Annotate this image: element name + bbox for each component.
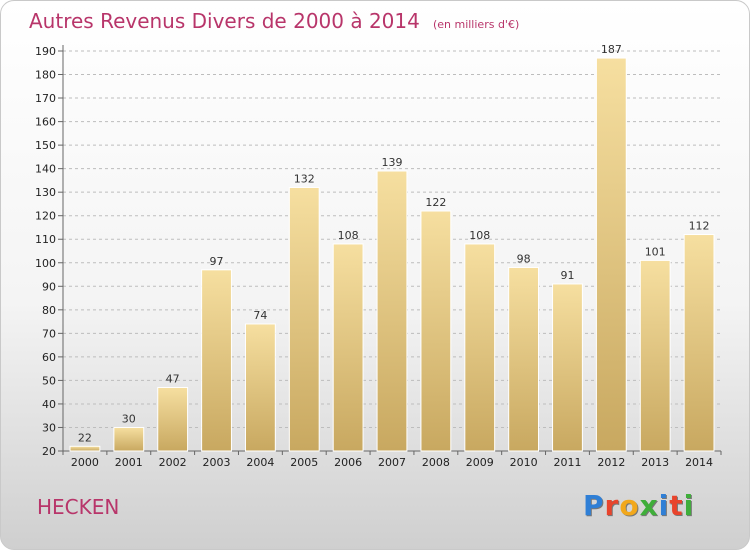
y-tick-label: 50 <box>42 374 56 387</box>
chart-title: Autres Revenus Divers de 2000 à 2014 <box>29 9 420 33</box>
bars <box>69 57 715 452</box>
axes: 20 30 40 50 60 70 80 90 100 110 120 130 140 150 160 170… <box>35 45 722 469</box>
x-tick-label: 2007 <box>378 456 406 469</box>
bar <box>376 170 408 452</box>
data-label: 74 <box>253 309 267 322</box>
bar <box>332 243 364 452</box>
y-tick-label: 190 <box>35 45 56 58</box>
bar <box>508 266 540 452</box>
data-label: 108 <box>338 229 359 242</box>
data-label: 108 <box>469 229 490 242</box>
x-tick-label: 2000 <box>71 456 99 469</box>
logo-letter: x <box>639 489 659 522</box>
y-tick-label: 40 <box>42 398 56 411</box>
data-label: 91 <box>560 269 574 282</box>
bar <box>244 323 276 452</box>
x-tick-label: 2011 <box>553 456 581 469</box>
data-label: 98 <box>517 252 531 265</box>
data-label: 187 <box>601 43 622 56</box>
y-tick-label: 100 <box>35 257 56 270</box>
x-tick-label: 2001 <box>115 456 143 469</box>
data-label: 30 <box>122 412 136 425</box>
logo-letter: o <box>619 489 640 522</box>
city-name: HECKEN <box>37 495 120 519</box>
bar <box>639 259 671 452</box>
bar <box>113 426 145 452</box>
bar <box>683 234 715 452</box>
bar <box>464 243 496 452</box>
data-label: 112 <box>689 220 710 233</box>
logo-letter: i <box>683 489 695 522</box>
y-tick-label: 160 <box>35 116 56 129</box>
y-tick-label: 20 <box>42 445 56 458</box>
data-label: 97 <box>210 255 224 268</box>
x-tick-label: 2009 <box>466 456 494 469</box>
data-label: 132 <box>294 172 315 185</box>
x-tick-label: 2013 <box>641 456 669 469</box>
data-label: 122 <box>425 196 446 209</box>
x-tick-label: 2006 <box>334 456 362 469</box>
y-tick-label: 110 <box>35 233 56 246</box>
chart-subtitle: (en milliers d'€) <box>432 18 520 31</box>
y-tick-label: 140 <box>35 163 56 176</box>
proxiti-logo: Proxiti <box>583 489 694 522</box>
y-tick-label: 170 <box>35 92 56 105</box>
bar <box>552 283 583 452</box>
bar <box>420 210 452 452</box>
y-tick-label: 60 <box>42 351 56 364</box>
x-tick-label: 2005 <box>290 456 318 469</box>
y-tick-label: 80 <box>42 304 56 317</box>
bar <box>288 186 320 452</box>
bar <box>595 57 627 452</box>
y-tick-label: 180 <box>35 69 56 82</box>
logo-letter: i <box>658 489 670 522</box>
x-tick-label: 2003 <box>203 456 231 469</box>
x-tick-label: 2004 <box>246 456 274 469</box>
y-tick-label: 150 <box>35 139 56 152</box>
y-tick-label: 90 <box>42 280 56 293</box>
data-label: 47 <box>166 372 180 385</box>
y-tick-label: 130 <box>35 186 56 199</box>
data-label: 101 <box>645 245 666 258</box>
y-tick-label: 70 <box>42 327 56 340</box>
y-tick-label: 30 <box>42 421 56 434</box>
bar <box>157 386 189 452</box>
x-tick-label: 2002 <box>159 456 187 469</box>
data-label: 22 <box>78 431 92 444</box>
data-labels: 22 30 47 97 74 132 108 139 122 108 98 91 187 101 112 <box>78 43 710 444</box>
data-label: 139 <box>382 156 403 169</box>
x-tick-label: 2014 <box>685 456 713 469</box>
logo-letter: P <box>583 489 605 522</box>
x-tick-label: 2008 <box>422 456 450 469</box>
x-tick-label: 2012 <box>597 456 625 469</box>
x-tick-label: 2010 <box>510 456 538 469</box>
bar <box>201 269 232 452</box>
y-tick-label: 120 <box>35 210 56 223</box>
logo-letter: r <box>604 489 620 522</box>
logo-letter: t <box>669 489 684 522</box>
title-row: Autres Revenus Divers de 2000 à 2014 (en… <box>29 9 519 33</box>
bar <box>69 445 101 452</box>
